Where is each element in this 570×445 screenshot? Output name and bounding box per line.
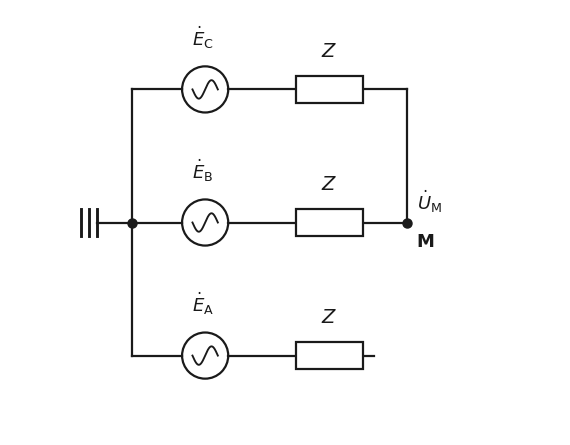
Bar xyxy=(296,209,363,236)
Text: $\dot{E}_{\mathrm{B}}$: $\dot{E}_{\mathrm{B}}$ xyxy=(192,158,214,184)
Text: M: M xyxy=(417,233,435,251)
Text: $Z$: $Z$ xyxy=(321,309,337,327)
Text: $\dot{U}_{\mathrm{M}}$: $\dot{U}_{\mathrm{M}}$ xyxy=(417,188,442,214)
Text: $Z$: $Z$ xyxy=(321,43,337,61)
Bar xyxy=(296,342,363,369)
Text: $Z$: $Z$ xyxy=(321,176,337,194)
Text: $\dot{E}_{\mathrm{A}}$: $\dot{E}_{\mathrm{A}}$ xyxy=(192,291,214,317)
Bar xyxy=(296,76,363,103)
Text: $\dot{E}_{\mathrm{C}}$: $\dot{E}_{\mathrm{C}}$ xyxy=(192,24,214,51)
